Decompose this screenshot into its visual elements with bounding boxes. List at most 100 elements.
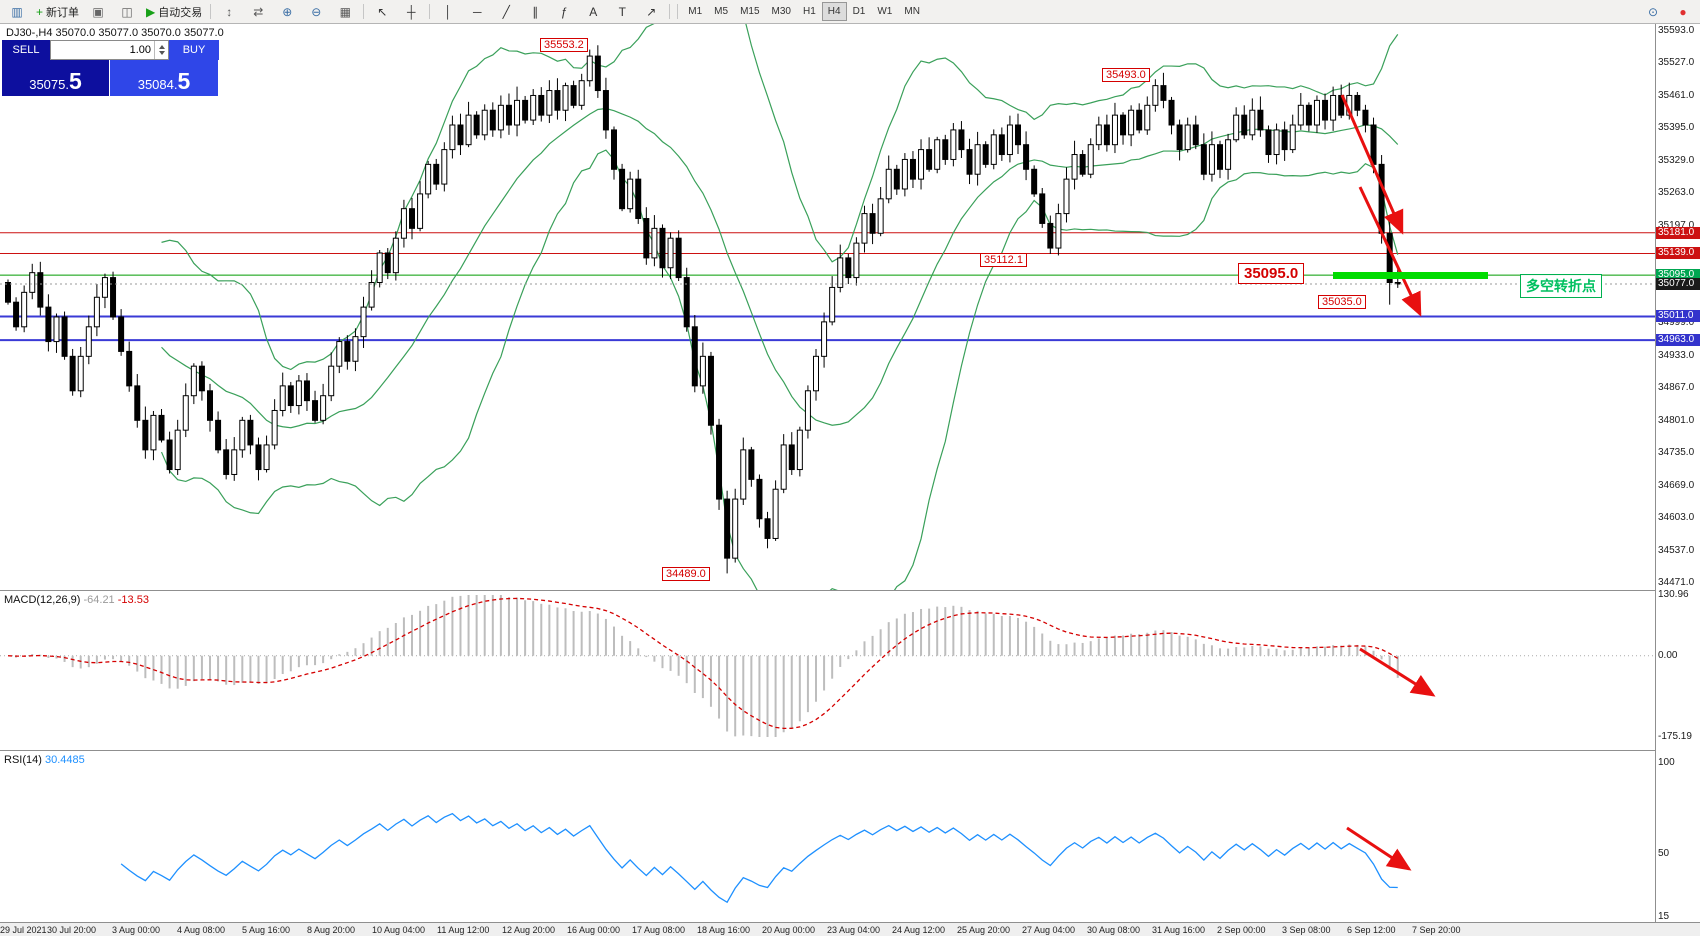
price-label-low-35035[interactable]: 35035.0 bbox=[1318, 295, 1366, 309]
timeframe-m1[interactable]: M1 bbox=[688, 6, 703, 17]
price-label-high-35553[interactable]: 35553.2 bbox=[540, 38, 588, 52]
arrow-object-icon: ↗ bbox=[646, 4, 657, 19]
autotrade-button[interactable]: ▶ 自动交易 bbox=[142, 1, 206, 23]
volume-input[interactable] bbox=[51, 41, 154, 59]
axis-price-tick: 34933.0 bbox=[1658, 349, 1695, 361]
cursor-icon: ↖ bbox=[377, 4, 388, 19]
toolbar-separator bbox=[429, 4, 431, 19]
channel-icon[interactable]: ∥ bbox=[521, 1, 549, 23]
chart-shift-icon[interactable]: ⇄ bbox=[244, 1, 272, 23]
one-click-trading-panel: SELL BUY 35075.5 35084.5 bbox=[2, 40, 219, 96]
timeframe-d1[interactable]: D1 bbox=[852, 6, 866, 17]
tile-windows-icon[interactable]: ▦ bbox=[331, 1, 359, 23]
time-axis-label: 29 Jul 2021 bbox=[0, 925, 47, 935]
axis-price-tick: 35395.0 bbox=[1658, 122, 1695, 134]
sell-price[interactable]: 35075. 5 bbox=[2, 60, 110, 96]
main-chart-canvas[interactable] bbox=[0, 24, 1655, 590]
zoom-out-icon[interactable]: ⊖ bbox=[302, 1, 330, 23]
toolbar-separator bbox=[210, 4, 212, 19]
trendline-icon: ╱ bbox=[502, 4, 510, 19]
new-order-button[interactable]: + 新订单 bbox=[32, 1, 83, 23]
crosshair-icon[interactable]: ┼ bbox=[397, 1, 425, 23]
new-chart-icon[interactable]: ▥ bbox=[3, 1, 31, 23]
price-label-key-35095[interactable]: 35095.0 bbox=[1238, 263, 1305, 284]
toolbar-separator bbox=[677, 4, 679, 19]
price-label-high-35493[interactable]: 35493.0 bbox=[1102, 68, 1150, 82]
fibonacci-icon[interactable]: ƒ bbox=[550, 1, 578, 23]
axis-price-tick: 34603.0 bbox=[1658, 512, 1695, 524]
scale-icon[interactable]: ↕ bbox=[215, 1, 243, 23]
vertical-line-icon[interactable]: │ bbox=[434, 1, 462, 23]
rsi-name: RSI(14) bbox=[4, 754, 42, 766]
new-order-icon: + bbox=[36, 4, 44, 19]
rsi-value: 30.4485 bbox=[44, 754, 85, 766]
scale-icon: ↕ bbox=[226, 4, 233, 19]
text-icon: A bbox=[589, 4, 598, 19]
window-layout-icon: ▣ bbox=[92, 4, 104, 19]
timeframe-mn[interactable]: MN bbox=[904, 6, 920, 17]
axis-price-tick: 0.00 bbox=[1658, 649, 1678, 661]
macd-main-value: -64.21 bbox=[83, 594, 115, 606]
time-axis[interactable]: 29 Jul 2021 30 Jul 20:00 3 Aug 00:00 4 Aug … bbox=[0, 922, 1700, 936]
main-chart-window[interactable] bbox=[0, 24, 1655, 590]
sell-price-big: 5 bbox=[68, 68, 82, 95]
turning-point-label[interactable]: 多空转折点 bbox=[1520, 274, 1602, 298]
time-axis-label: 18 Aug 16:00 bbox=[697, 925, 751, 935]
cursor-icon[interactable]: ↖ bbox=[368, 1, 396, 23]
tile-windows-icon: ▦ bbox=[339, 4, 351, 19]
timeframe-m30[interactable]: M30 bbox=[771, 6, 791, 17]
text-label-icon[interactable]: T bbox=[608, 1, 636, 23]
horizontal-line-icon[interactable]: ─ bbox=[463, 1, 491, 23]
timeframe-w1[interactable]: W1 bbox=[877, 6, 893, 17]
text-icon[interactable]: A bbox=[579, 1, 607, 23]
search-icon[interactable]: ⊙ bbox=[1639, 1, 1667, 23]
text-label-icon: T bbox=[618, 4, 626, 19]
price-label-swing-35112[interactable]: 35112.1 bbox=[980, 253, 1027, 267]
time-axis-label: 3 Aug 00:00 bbox=[112, 925, 161, 935]
zoom-in-icon[interactable]: ⊕ bbox=[273, 1, 301, 23]
notifications-icon: ● bbox=[1679, 4, 1687, 19]
time-axis-label: 7 Sep 20:00 bbox=[1412, 925, 1461, 935]
time-axis-label: 16 Aug 00:00 bbox=[567, 925, 621, 935]
axis-price-tick: 34867.0 bbox=[1658, 382, 1695, 394]
autotrade-button-label: 自动交易 bbox=[158, 6, 203, 19]
timeframe-m5[interactable]: M5 bbox=[714, 6, 729, 17]
time-axis-label: 6 Sep 12:00 bbox=[1347, 925, 1396, 935]
key-level-highlight-bar[interactable] bbox=[1333, 272, 1488, 279]
macd-canvas[interactable] bbox=[0, 591, 1655, 750]
rsi-canvas[interactable] bbox=[0, 751, 1655, 922]
volume-down-icon[interactable] bbox=[158, 51, 165, 55]
macd-panel[interactable]: MACD(12,26,9) -64.21 -13.53 bbox=[0, 590, 1655, 750]
price-axis[interactable]: 35593.0 35527.0 35461.0 35395.0 35329.0 35263… bbox=[1655, 24, 1700, 922]
timeframe-m15[interactable]: M15 bbox=[740, 6, 760, 17]
timeframe-h4[interactable]: H4 bbox=[821, 2, 847, 21]
time-axis-label: 30 Aug 08:00 bbox=[1087, 925, 1141, 935]
crosshair-icon: ┼ bbox=[406, 4, 416, 19]
new-order-button-label: 新订单 bbox=[46, 6, 80, 19]
time-axis-label: 2 Sep 00:00 bbox=[1217, 925, 1266, 935]
profiles-icon[interactable]: ◫ bbox=[113, 1, 141, 23]
axis-price-tick: 34537.0 bbox=[1658, 544, 1695, 556]
axis-price-badge: 34963.0 bbox=[1656, 334, 1700, 347]
sell-button[interactable]: SELL bbox=[2, 40, 50, 60]
time-axis-label: 30 Jul 20:00 bbox=[47, 925, 97, 935]
new-chart-icon: ▥ bbox=[11, 4, 23, 19]
time-axis-label: 25 Aug 20:00 bbox=[957, 925, 1011, 935]
axis-price-badge: 35181.0 bbox=[1656, 226, 1700, 239]
vertical-line-icon: │ bbox=[444, 4, 453, 19]
price-label-low-34489[interactable]: 34489.0 bbox=[662, 567, 710, 581]
arrow-object-icon[interactable]: ↗ bbox=[637, 1, 665, 23]
axis-price-tick: 34669.0 bbox=[1658, 479, 1695, 491]
window-layout-icon[interactable]: ▣ bbox=[84, 1, 112, 23]
time-axis-label: 24 Aug 12:00 bbox=[892, 925, 946, 935]
notifications-icon[interactable]: ● bbox=[1669, 1, 1697, 23]
rsi-panel[interactable]: RSI(14) 30.4485 bbox=[0, 750, 1655, 922]
buy-price[interactable]: 35084. 5 bbox=[110, 60, 218, 96]
trendline-icon[interactable]: ╱ bbox=[492, 1, 520, 23]
timeframe-h1[interactable]: H1 bbox=[802, 6, 816, 17]
sell-price-main: 35075. bbox=[29, 77, 69, 93]
autotrade-icon: ▶ bbox=[146, 4, 156, 19]
buy-button[interactable]: BUY bbox=[169, 40, 219, 60]
volume-up-icon[interactable] bbox=[158, 45, 165, 49]
